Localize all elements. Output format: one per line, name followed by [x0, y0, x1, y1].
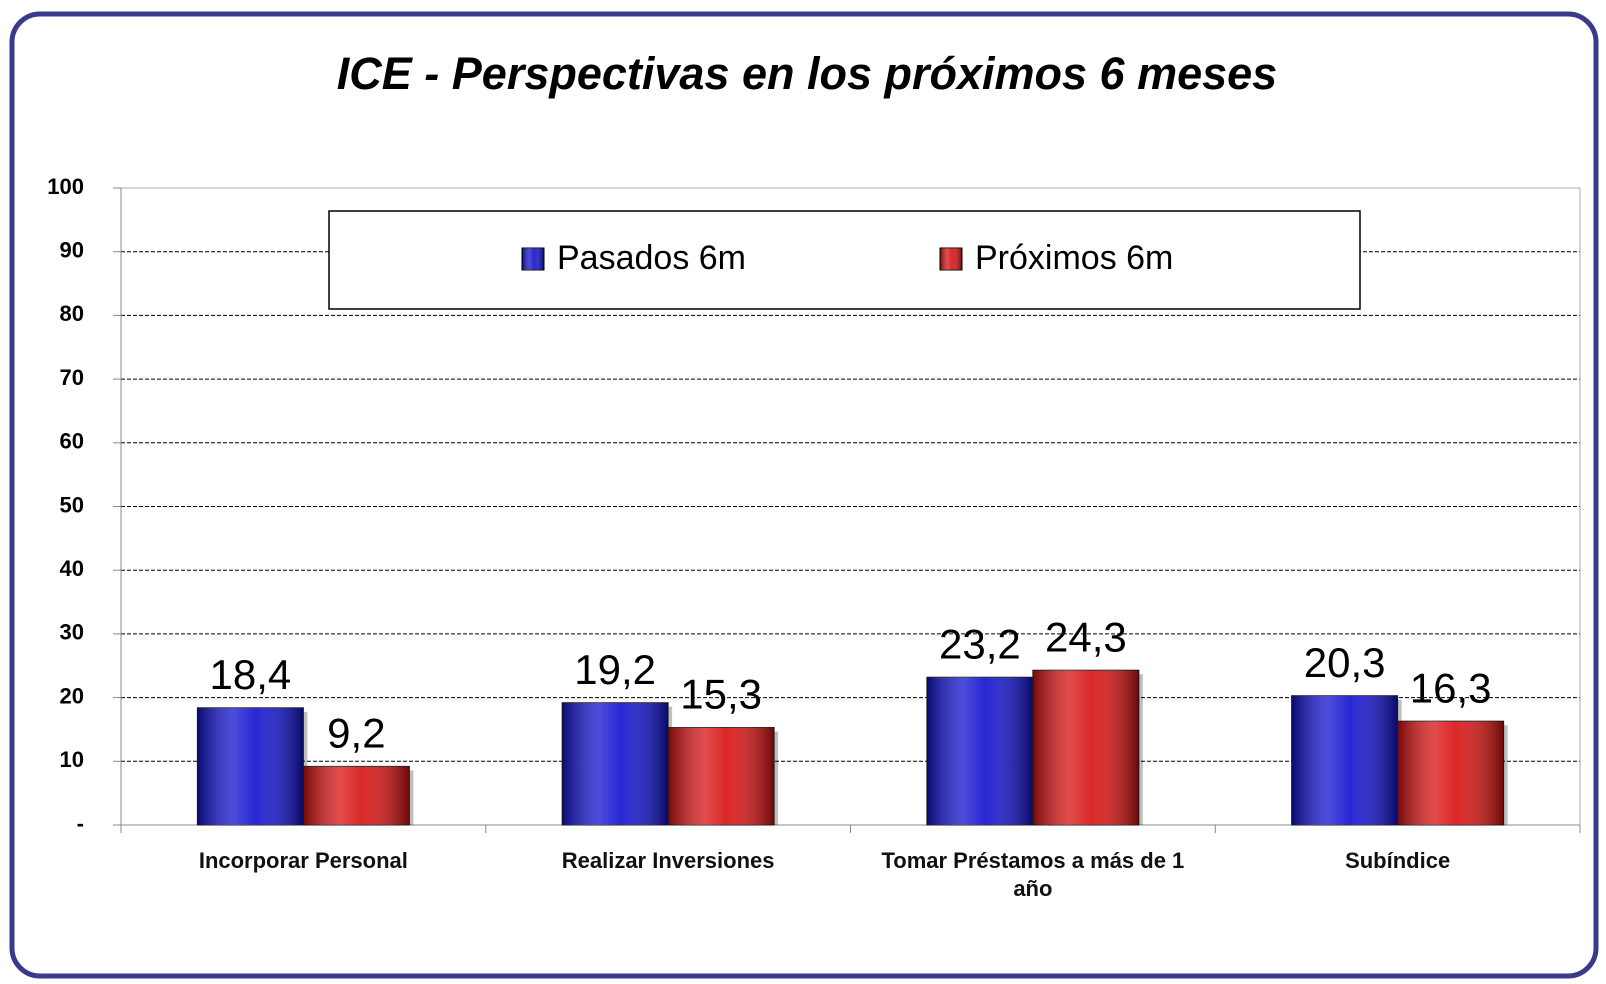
y-tick-label: 90	[60, 238, 84, 263]
legend-swatch-shade	[522, 248, 544, 270]
x-tick-label: Realizar Inversiones	[561, 848, 775, 873]
bar-shade	[1397, 721, 1504, 825]
legend-label: Próximos 6m	[975, 239, 1173, 277]
data-label: 9,2	[327, 709, 385, 756]
x-tick-label: Incorporar Personal	[198, 848, 408, 873]
bar-shade	[197, 707, 304, 825]
frame	[9, 11, 1599, 979]
data-label: 20,3	[1304, 639, 1386, 686]
bar-shade	[303, 766, 410, 825]
bar-shade	[926, 677, 1033, 825]
y-tick-label: 70	[60, 365, 84, 390]
data-label: 15,3	[680, 671, 762, 718]
y-tick-label: 40	[60, 556, 84, 581]
bar-shade	[1032, 670, 1139, 825]
y-tick-label: 20	[60, 683, 84, 708]
data-label: 23,2	[939, 620, 1021, 667]
legend-swatch-shade	[940, 248, 962, 270]
y-tick-label: 10	[60, 747, 84, 772]
data-label: 24,3	[1045, 613, 1127, 660]
legend-box	[328, 210, 1361, 310]
chart-title: ICE - Perspectivas en los próximos 6 mes…	[337, 48, 1277, 99]
data-label: 19,2	[574, 646, 656, 693]
y-tick-label: 50	[60, 492, 84, 517]
x-tick-label: Tomar Préstamos a más de 1 año	[881, 848, 1185, 901]
legend-label: Pasados 6m	[557, 239, 746, 277]
data-label: 18,4	[210, 651, 292, 698]
data-label: 16,3	[1410, 664, 1492, 711]
bar-shade	[1291, 695, 1398, 825]
y-tick-label: 80	[60, 301, 84, 326]
x-tick-label: Subíndice	[1345, 848, 1451, 873]
y-tick-label: 30	[60, 620, 84, 645]
y-tick-label: 100	[47, 174, 84, 199]
y-tick-label: -	[77, 811, 84, 836]
bar-shade	[668, 727, 775, 825]
y-tick-label: 60	[60, 429, 84, 454]
bar-shade	[562, 702, 669, 825]
